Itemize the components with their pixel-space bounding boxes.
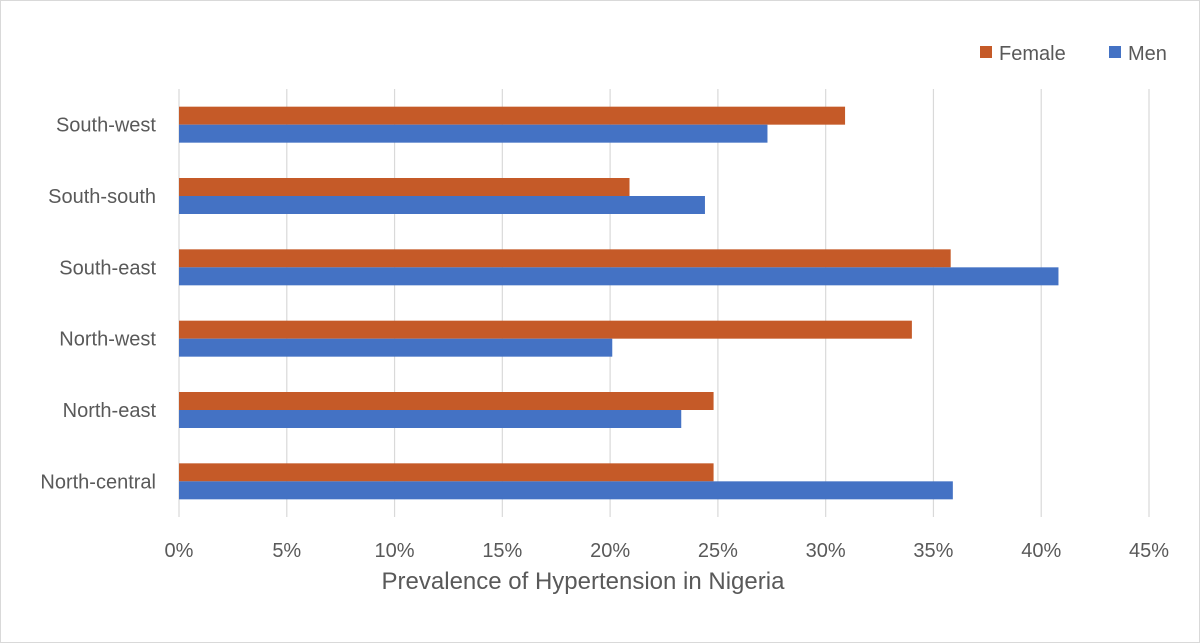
- x-tick-label-5: 25%: [698, 540, 738, 562]
- gridlines: [178, 89, 1150, 517]
- category-label-south-west: South-west: [56, 115, 156, 137]
- x-tick-label-4: 20%: [590, 540, 630, 562]
- legend-label-female: Female: [999, 43, 1066, 65]
- bar-men-south-east: [179, 267, 1059, 286]
- category-label-north-central: North-central: [40, 471, 156, 493]
- x-tick-label-1: 5%: [272, 540, 301, 562]
- x-tick-labels: 0% 5% 10% 15% 20% 25% 30% 35% 40% 45%: [165, 540, 1170, 562]
- x-axis-title: Prevalence of Hypertension in Nigeria: [382, 568, 786, 595]
- bar-female-south-east: [179, 249, 951, 268]
- x-tick-label-3: 15%: [482, 540, 522, 562]
- bar-female-south-west: [179, 106, 846, 125]
- x-tick-label-8: 40%: [1021, 540, 1061, 562]
- x-tick-label-0: 0%: [165, 540, 194, 562]
- x-tick-label-9: 45%: [1129, 540, 1169, 562]
- bar-female-north-central: [179, 463, 714, 482]
- legend: Female Men: [980, 43, 1167, 65]
- bar-men-north-central: [179, 481, 953, 500]
- bar-men-north-east: [179, 410, 682, 428]
- legend-label-men: Men: [1128, 43, 1167, 65]
- category-labels: South-west South-south South-east North-wes…: [40, 115, 156, 494]
- bar-men-north-west: [179, 338, 613, 357]
- category-label-north-east: North-east: [63, 400, 157, 422]
- bar-men-south-south: [179, 196, 705, 214]
- legend-swatch-men: [1109, 46, 1121, 58]
- x-tick-label-6: 30%: [806, 540, 846, 562]
- category-label-south-east: South-east: [59, 257, 156, 279]
- bar-female-north-west: [179, 320, 912, 339]
- category-label-north-west: North-west: [59, 329, 156, 351]
- bar-men-south-west: [179, 124, 768, 143]
- x-tick-label-7: 35%: [913, 540, 953, 562]
- x-tick-label-2: 10%: [375, 540, 415, 562]
- bars: [179, 106, 1059, 500]
- legend-swatch-female: [980, 46, 992, 58]
- bar-female-north-east: [179, 392, 714, 410]
- category-label-south-south: South-south: [48, 186, 156, 208]
- bar-female-south-south: [179, 178, 630, 196]
